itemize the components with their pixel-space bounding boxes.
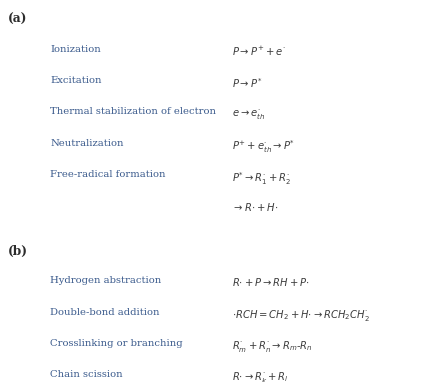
Text: Crosslinking or branching: Crosslinking or branching	[50, 339, 183, 348]
Text: $P \rightarrow P^{*}$: $P \rightarrow P^{*}$	[232, 76, 262, 90]
Text: Double-bond addition: Double-bond addition	[50, 308, 160, 317]
Text: Excitation: Excitation	[50, 76, 102, 85]
Text: Thermal stabilization of electron: Thermal stabilization of electron	[50, 107, 216, 117]
Text: ${\cdot}RCH{=}CH_2 + H{\cdot} \rightarrow RCH_2CH_2^{\cdot}$: ${\cdot}RCH{=}CH_2 + H{\cdot} \rightarro…	[232, 308, 369, 323]
Text: $R_m^{\cdot} + R_n^{\cdot} \rightarrow R_m\text{-}R_n$: $R_m^{\cdot} + R_n^{\cdot} \rightarrow R…	[232, 339, 312, 354]
Text: $e \rightarrow e_{th}^{\cdot}$: $e \rightarrow e_{th}^{\cdot}$	[232, 107, 265, 122]
Text: $R{\cdot} + P \rightarrow RH + P{\cdot}$: $R{\cdot} + P \rightarrow RH + P{\cdot}$	[232, 277, 309, 288]
Text: $P^{*} \rightarrow R_1^{\cdot} + R_2^{\cdot}$: $P^{*} \rightarrow R_1^{\cdot} + R_2^{\c…	[232, 170, 291, 187]
Text: Chain scission: Chain scission	[50, 371, 123, 379]
Text: $R{\cdot} \rightarrow R_k^{\cdot} + R_l$: $R{\cdot} \rightarrow R_k^{\cdot} + R_l$	[232, 371, 288, 382]
Text: (b): (b)	[8, 245, 28, 258]
Text: $P^{+} + e_{th}^{\cdot} \rightarrow P^{*}$: $P^{+} + e_{th}^{\cdot} \rightarrow P^{*…	[232, 139, 295, 155]
Text: Neutralization: Neutralization	[50, 139, 124, 148]
Text: Ionization: Ionization	[50, 45, 101, 54]
Text: Hydrogen abstraction: Hydrogen abstraction	[50, 277, 162, 285]
Text: $P \rightarrow P^{+} + e^{\cdot}$: $P \rightarrow P^{+} + e^{\cdot}$	[232, 45, 285, 58]
Text: $\rightarrow R{\cdot} + H{\cdot}$: $\rightarrow R{\cdot} + H{\cdot}$	[232, 201, 278, 213]
Text: (a): (a)	[8, 13, 27, 26]
Text: Free-radical formation: Free-radical formation	[50, 170, 166, 179]
